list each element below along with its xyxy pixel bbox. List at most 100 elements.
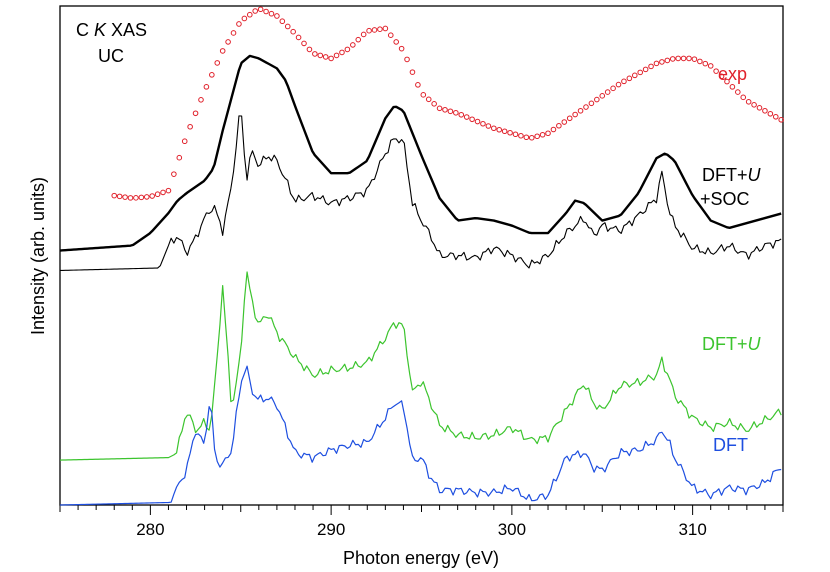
exp-point — [615, 81, 622, 88]
exp-point — [756, 105, 763, 111]
exp-point — [301, 40, 307, 47]
series-layer — [59, 6, 784, 506]
exp-point — [588, 100, 595, 107]
exp-point — [453, 109, 459, 116]
exp-point — [436, 105, 443, 112]
exp-point — [539, 131, 546, 138]
label-dft-u: DFT+U — [702, 334, 762, 354]
annotation-suffix: XAS — [106, 20, 147, 40]
exp-point — [333, 52, 340, 59]
exp-point — [507, 129, 513, 136]
exp-point — [290, 28, 296, 35]
exp-point — [778, 116, 784, 123]
exp-point — [415, 82, 421, 88]
exp-point — [659, 59, 665, 65]
exp-point — [626, 75, 633, 82]
exp-point — [387, 32, 394, 38]
exp-point — [550, 126, 557, 133]
exp-point — [317, 52, 324, 59]
plot-frame — [59, 5, 784, 506]
exp-point — [203, 84, 210, 90]
exp-point — [409, 69, 416, 75]
x-axis-tick-labels: 280 290 300 310 — [136, 520, 707, 539]
exp-point — [669, 56, 676, 62]
exp-point — [729, 84, 736, 90]
exp-point — [561, 119, 568, 125]
exp-point — [279, 18, 286, 25]
exp-point — [534, 133, 540, 140]
exp-point — [111, 192, 118, 199]
exp-point — [350, 42, 356, 48]
exp-point — [463, 114, 470, 120]
series-dft-u-soc — [59, 54, 782, 252]
label-dft-u-soc-prefix: DFT+ — [702, 165, 748, 185]
exp-point — [583, 104, 589, 110]
exp-point — [274, 13, 280, 19]
exp-point — [707, 63, 714, 69]
annotation-italic: K — [94, 20, 107, 40]
exp-point — [496, 126, 503, 133]
exp-point — [480, 120, 486, 127]
exp-point — [268, 10, 275, 17]
exp-point — [458, 111, 465, 118]
exp-point — [257, 6, 264, 13]
annotation-line1: C K XAS — [76, 20, 147, 40]
exp-point — [192, 110, 199, 117]
exp-point — [241, 15, 248, 22]
x-tick-label: 280 — [136, 520, 164, 539]
exp-point — [447, 108, 454, 115]
exp-point — [599, 93, 606, 99]
exp-point — [236, 21, 242, 27]
exp-point — [491, 125, 497, 132]
exp-point — [127, 195, 134, 201]
exp-point — [322, 54, 329, 60]
exp-point — [431, 101, 437, 107]
label-dft-u-soc-line1: DFT+U — [702, 165, 762, 185]
exp-point — [133, 195, 139, 201]
exp-point — [648, 63, 654, 70]
exp-point — [675, 55, 681, 62]
exp-point — [355, 36, 362, 43]
exp-point — [642, 66, 649, 73]
exp-point — [138, 194, 145, 201]
exp-point — [740, 94, 747, 101]
x-axis-ticks — [59, 505, 784, 515]
series-exp — [111, 6, 784, 201]
exp-point — [594, 96, 600, 103]
exp-point — [637, 69, 644, 76]
exp-point — [344, 46, 351, 53]
exp-point — [366, 27, 372, 34]
exp-point — [209, 72, 215, 78]
exp-point — [122, 194, 128, 200]
series-dft-u — [59, 271, 782, 461]
exp-point — [306, 46, 313, 53]
exp-point — [214, 60, 221, 66]
exp-point — [518, 132, 524, 139]
x-tick-label: 310 — [678, 520, 706, 539]
exp-point — [328, 55, 334, 62]
exp-point — [745, 99, 752, 105]
exp-point — [176, 154, 183, 161]
exp-point — [263, 8, 269, 15]
exp-point — [680, 55, 687, 62]
exp-point — [284, 23, 291, 30]
exp-point — [621, 78, 627, 85]
exp-point — [474, 118, 481, 125]
exp-point — [767, 110, 774, 117]
exp-point — [566, 115, 573, 122]
exp-point — [528, 134, 535, 141]
exp-point — [545, 130, 551, 137]
exp-point — [171, 171, 177, 177]
label-exp: exp — [718, 64, 747, 84]
exp-point — [512, 131, 519, 138]
exp-point — [604, 89, 611, 95]
exp-point — [610, 85, 616, 92]
label-dft-u-soc-italic: U — [748, 165, 762, 185]
exp-point — [225, 39, 231, 45]
exp-point — [686, 55, 692, 62]
exp-point — [577, 107, 584, 114]
exp-point — [230, 30, 237, 36]
exp-point — [556, 122, 562, 129]
exp-point — [664, 57, 671, 64]
exp-point — [697, 58, 703, 65]
